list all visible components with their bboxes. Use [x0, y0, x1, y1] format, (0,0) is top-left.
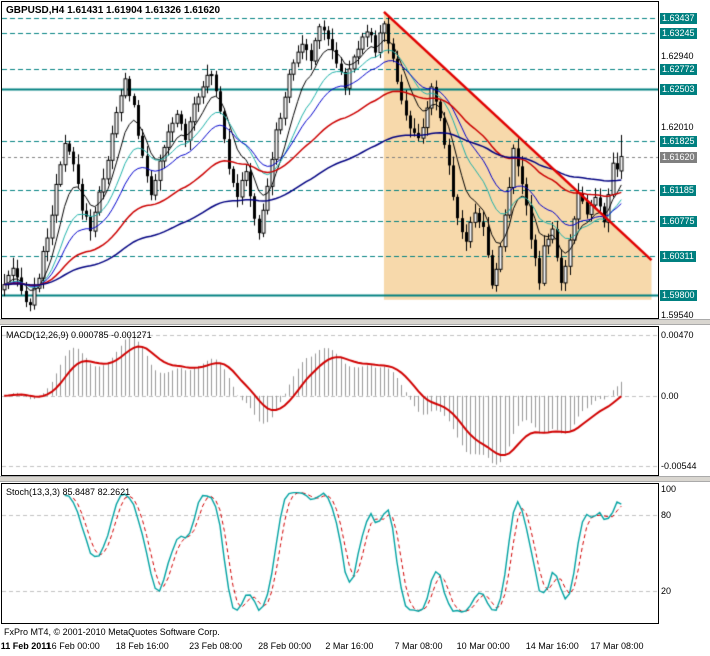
price-scale-label: 1.62940 — [661, 51, 694, 61]
price-level-label: 1.62503 — [660, 84, 697, 95]
panel-separator[interactable] — [0, 476, 710, 482]
stochastic-indicator-canvas[interactable] — [1, 483, 659, 624]
price-level-label: 1.61185 — [660, 185, 696, 196]
macd-scale-label: 0.00 — [661, 391, 679, 401]
stoch-title: Stoch(13,3,3) 85.8487 82.2621 — [6, 487, 131, 497]
time-axis-label: 17 Mar 08:00 — [590, 641, 644, 651]
time-axis-label: 23 Feb 08:00 — [189, 641, 243, 651]
macd-title: MACD(12,26,9) 0.000785 -0.001271 — [6, 330, 152, 340]
price-level-label: 1.62772 — [660, 64, 697, 75]
stoch-scale-label: 20 — [661, 586, 672, 596]
stoch-scale-label: 80 — [661, 510, 672, 520]
price-level-label: 1.59800 — [660, 290, 697, 301]
macd-indicator-canvas[interactable] — [1, 326, 659, 476]
time-axis-label: 18 Feb 16:00 — [115, 641, 169, 651]
time-axis-label: 2 Mar 16:00 — [325, 641, 374, 651]
macd-scale-label: -0.00544 — [661, 461, 697, 471]
time-axis-label: 14 Mar 16:00 — [525, 641, 579, 651]
price-scale-label: 1.62010 — [661, 122, 694, 132]
time-axis-label: 7 Mar 08:00 — [394, 641, 443, 651]
chart-symbol-title: GBPUSD,H4 1.61431 1.61904 1.61326 1.6162… — [6, 5, 221, 16]
time-axis-label: 28 Feb 00:00 — [258, 641, 312, 651]
current-price-label: 1.61620 — [660, 152, 697, 163]
copyright-footer: FxPro MT4, © 2001-2010 MetaQuotes Softwa… — [4, 627, 220, 637]
time-axis-label: 11 Feb 2011 — [0, 641, 51, 651]
price-level-label: 1.60775 — [660, 216, 697, 227]
macd-scale-label: 0.00470 — [661, 330, 694, 340]
price-level-label: 1.61825 — [660, 136, 697, 147]
time-axis-label: 16 Feb 00:00 — [46, 641, 100, 651]
price-level-label: 1.63245 — [660, 28, 697, 39]
panel-separator[interactable] — [0, 319, 710, 325]
price-level-label: 1.63437 — [660, 13, 697, 24]
main-price-chart-canvas[interactable] — [1, 1, 659, 319]
price-scale-label: 1.59540 — [661, 310, 694, 320]
time-axis-label: 10 Mar 00:00 — [456, 641, 510, 651]
stoch-scale-label: 100 — [661, 484, 677, 494]
price-level-label: 1.60311 — [660, 251, 696, 262]
